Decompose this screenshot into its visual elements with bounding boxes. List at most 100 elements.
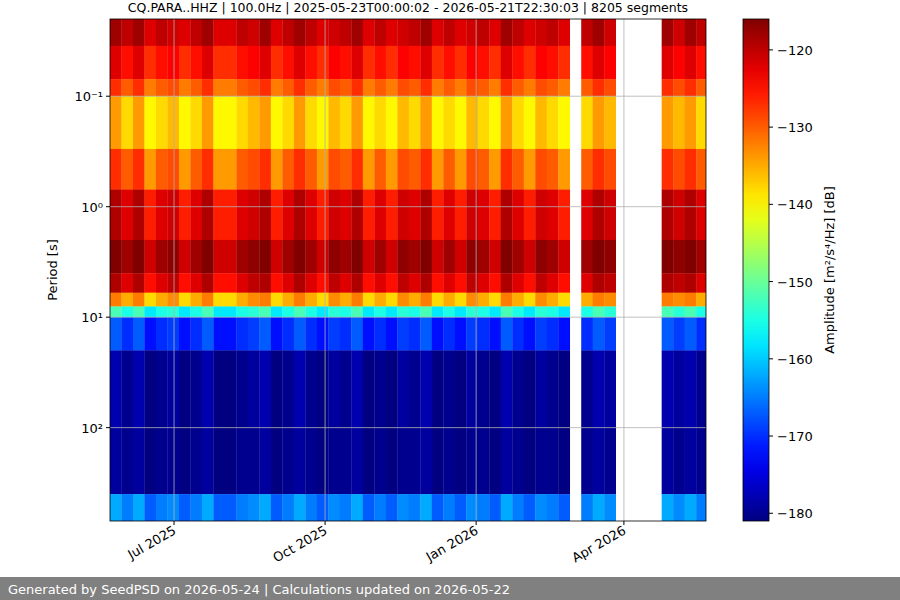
- tick-label: 10¹: [81, 310, 103, 325]
- cell: [328, 317, 340, 351]
- cell: [363, 46, 375, 80]
- cell: [190, 317, 202, 351]
- cell: [432, 149, 444, 190]
- cell: [294, 306, 306, 317]
- cell: [604, 149, 616, 190]
- cell: [190, 428, 202, 495]
- cell: [386, 79, 398, 96]
- cell: [512, 19, 524, 46]
- cell: [501, 96, 513, 149]
- cell: [213, 350, 225, 428]
- cell: [179, 46, 191, 80]
- cell: [305, 149, 317, 190]
- cell: [202, 293, 214, 307]
- cell: [420, 240, 432, 274]
- cell: [110, 19, 122, 46]
- cell: [489, 350, 501, 428]
- cell: [317, 149, 329, 190]
- cell: [248, 494, 260, 521]
- cell: [179, 19, 191, 46]
- cell: [363, 190, 375, 241]
- cell: [432, 273, 444, 293]
- cell: [501, 350, 513, 428]
- tick: [769, 281, 773, 282]
- cell: [455, 240, 467, 274]
- cell: [524, 240, 536, 274]
- cell: [236, 149, 248, 190]
- cell: [685, 96, 697, 149]
- cell: [581, 96, 593, 149]
- cell: [409, 293, 421, 307]
- cell: [351, 190, 363, 241]
- cell: [455, 46, 467, 80]
- cell: [271, 79, 283, 96]
- cell: [535, 19, 547, 46]
- cell: [593, 350, 605, 428]
- cell: [340, 19, 352, 46]
- cell: [213, 46, 225, 80]
- cell: [271, 350, 283, 428]
- cell: [673, 149, 685, 190]
- cell: [351, 293, 363, 307]
- cell: [144, 494, 156, 521]
- cell: [501, 306, 513, 317]
- cell: [259, 240, 271, 274]
- grid-line: [110, 96, 706, 97]
- cell: [179, 149, 191, 190]
- cell: [202, 306, 214, 317]
- cell: [501, 494, 513, 521]
- cell: [248, 428, 260, 495]
- cell: [328, 79, 340, 96]
- cell: [179, 428, 191, 495]
- cell: [340, 293, 352, 307]
- cell: [593, 19, 605, 46]
- cell: [443, 46, 455, 80]
- cells: [110, 19, 706, 521]
- cell: [340, 350, 352, 428]
- cell: [432, 190, 444, 241]
- cell: [685, 190, 697, 241]
- cell: [374, 494, 386, 521]
- cell: [248, 306, 260, 317]
- cell: [386, 317, 398, 351]
- cell: [179, 350, 191, 428]
- cell: [524, 428, 536, 495]
- cell: [363, 19, 375, 46]
- cell: [524, 149, 536, 190]
- cell: [259, 79, 271, 96]
- cell: [144, 19, 156, 46]
- cell: [202, 46, 214, 80]
- cell: [558, 317, 570, 351]
- cell: [374, 273, 386, 293]
- cell: [604, 317, 616, 351]
- cell: [432, 240, 444, 274]
- cell: [696, 149, 706, 190]
- cell: [110, 494, 122, 521]
- cell: [455, 96, 467, 149]
- cell: [340, 317, 352, 351]
- cell: [432, 46, 444, 80]
- cell: [455, 19, 467, 46]
- cell: [696, 79, 706, 96]
- cell: [489, 317, 501, 351]
- cell: [685, 317, 697, 351]
- cell: [213, 240, 225, 274]
- cell: [305, 46, 317, 80]
- cell: [328, 273, 340, 293]
- cell: [144, 428, 156, 495]
- cell: [144, 317, 156, 351]
- cell: [236, 428, 248, 495]
- cell: [478, 190, 490, 241]
- cell: [478, 273, 490, 293]
- cell: [248, 240, 260, 274]
- cell: [202, 273, 214, 293]
- cell: [662, 293, 674, 307]
- tick-label: Oct 2025: [270, 523, 329, 566]
- cell: [581, 190, 593, 241]
- cell: [696, 273, 706, 293]
- cell: [593, 428, 605, 495]
- tick-label: Jul 2025: [124, 523, 178, 563]
- tick-label: 10²: [81, 421, 103, 436]
- cell: [696, 317, 706, 351]
- cell: [305, 19, 317, 46]
